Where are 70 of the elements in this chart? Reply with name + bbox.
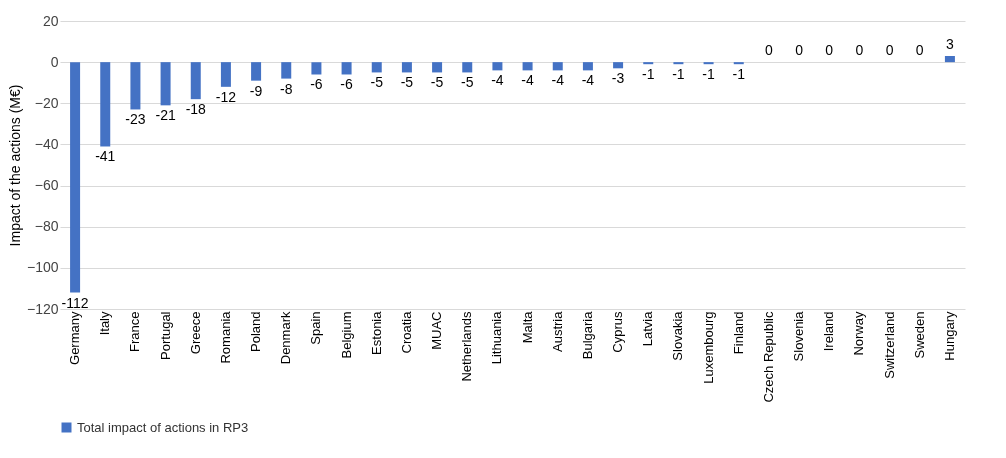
x-tick-label: Bulgaria [579, 310, 595, 360]
data-label: 0 [855, 42, 864, 59]
data-label: -6 [310, 76, 323, 93]
x-tick-label: Germany [67, 311, 83, 365]
data-label: -1 [702, 66, 716, 83]
y-tick-label: −60 [34, 177, 59, 194]
data-label: 0 [765, 42, 774, 59]
x-tick-label: Malta [519, 310, 535, 344]
data-label: 0 [825, 42, 834, 59]
x-tick-label: Italy [97, 311, 113, 336]
data-label: -3 [611, 70, 625, 87]
x-tick-label: Latvia [640, 310, 656, 347]
data-label: -9 [249, 82, 263, 99]
data-label: -23 [125, 111, 146, 128]
x-tick-label: Portugal [157, 311, 173, 360]
x-tick-label: Slovakia [670, 310, 686, 361]
y-tick-label: −120 [26, 300, 59, 317]
x-tick-label: France [127, 311, 143, 352]
x-tick-label: Romania [217, 310, 233, 364]
x-tick-label: Finland [730, 311, 746, 355]
x-tick-label: Greece [187, 311, 203, 355]
y-tick-label: −100 [26, 259, 59, 276]
data-label: -5 [400, 74, 414, 91]
data-label: 3 [946, 35, 955, 52]
x-tick-label: Switzerland [881, 311, 897, 379]
data-label: 0 [885, 42, 894, 59]
x-tick-label: Sweden [911, 311, 927, 359]
data-label: -1 [672, 66, 685, 83]
y-tick-label: −80 [34, 218, 59, 235]
x-tick-label: Hungary [941, 311, 957, 361]
x-tick-label: Czech Republic [760, 311, 776, 403]
data-label: -5 [370, 74, 384, 91]
data-label: -4 [491, 72, 504, 89]
data-label: -1 [732, 66, 746, 83]
data-label: -1 [642, 66, 655, 83]
x-tick-label: Ireland [821, 311, 837, 352]
x-tick-label: Spain [308, 311, 324, 345]
x-tick-label: Belgium [338, 311, 354, 359]
data-label: -6 [340, 76, 354, 93]
x-tick-label: Netherlands [459, 311, 475, 382]
data-label: -4 [551, 72, 565, 89]
x-tick-label: Denmark [278, 311, 294, 365]
data-label: -4 [581, 72, 595, 89]
y-tick-label: −20 [34, 94, 59, 111]
data-label: -5 [461, 74, 474, 91]
data-label: -4 [521, 72, 535, 89]
x-tick-label: MUAC [429, 311, 445, 350]
data-label: -41 [95, 148, 116, 165]
y-tick-label: 20 [42, 12, 59, 29]
y-tick-label: 0 [50, 53, 59, 70]
y-tick-label: −40 [34, 135, 59, 152]
legend-label: Total impact of actions in RP3 [77, 419, 249, 435]
x-tick-label: Cyprus [610, 311, 626, 353]
x-tick-label: Slovenia [791, 310, 807, 362]
x-tick-label: Luxembourg [700, 311, 716, 384]
data-label: -8 [280, 80, 293, 97]
data-label: -18 [185, 101, 207, 118]
x-tick-label: Lithuania [489, 310, 505, 365]
data-label: -12 [215, 88, 237, 105]
y-axis-title: Impact of the actions (M€) [6, 84, 23, 247]
data-label: 0 [915, 42, 924, 59]
x-tick-label: Estonia [368, 310, 384, 355]
x-tick-label: Croatia [398, 310, 414, 354]
data-label: -21 [155, 107, 176, 124]
data-label: -112 [61, 294, 89, 311]
data-label: -5 [430, 74, 444, 91]
x-tick-label: Poland [248, 311, 264, 352]
x-tick-label: Austria [549, 310, 565, 352]
x-tick-label: Norway [851, 311, 867, 356]
data-label: 0 [795, 42, 804, 59]
